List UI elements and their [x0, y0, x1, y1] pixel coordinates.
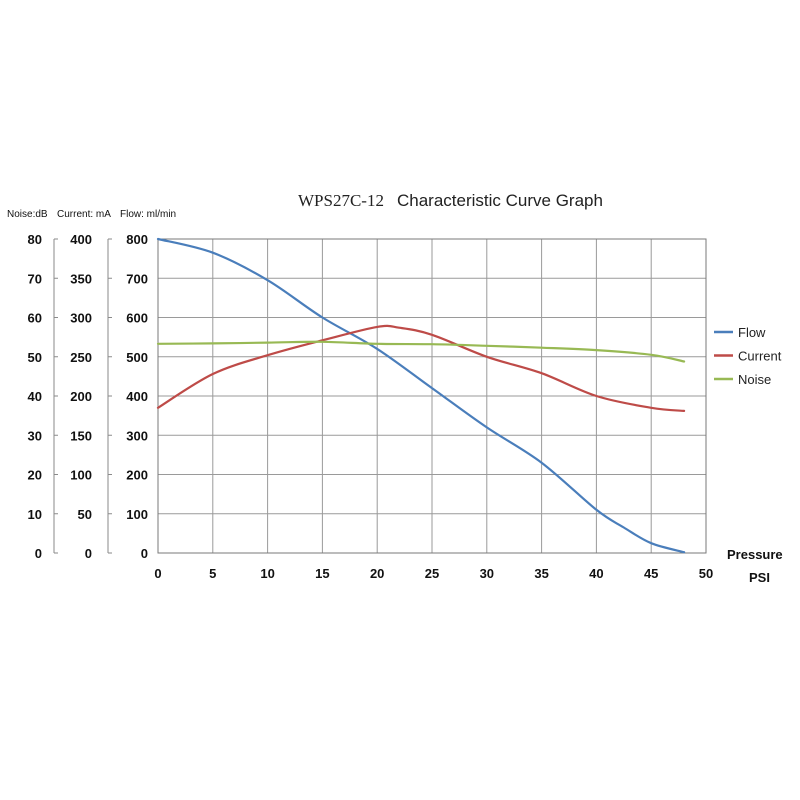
- flow-tick-label: 700: [126, 271, 148, 286]
- flow-unit-label: Flow: ml/min: [120, 209, 176, 220]
- series-line-noise: [156, 340, 686, 363]
- legend-label-noise: Noise: [738, 372, 771, 387]
- flow-tick-label: 300: [126, 428, 148, 443]
- series-line-flow: [156, 237, 686, 554]
- noise-tick-label: 10: [28, 507, 42, 522]
- chart-title-model: WPS27C-12: [298, 191, 384, 210]
- plot-frame: [157, 238, 707, 554]
- flow-tick-label: 0: [141, 546, 148, 561]
- noise-tick-label: 40: [28, 389, 42, 404]
- series-layer: [156, 237, 686, 554]
- current-tick-label: 150: [70, 428, 92, 443]
- current-tick-label: 50: [78, 507, 92, 522]
- flow-tick-label: 100: [126, 507, 148, 522]
- x-tick-label: 10: [260, 566, 274, 581]
- flow-tick-label: 400: [126, 389, 148, 404]
- current-unit-label: Current: mA: [57, 209, 111, 220]
- flow-tick-label: 800: [126, 232, 148, 247]
- grid-layer: [157, 238, 707, 554]
- x-tick-label: 25: [425, 566, 439, 581]
- noise-tick-label: 0: [35, 546, 42, 561]
- current-tick-label: 0: [85, 546, 92, 561]
- noise-tick-label: 70: [28, 271, 42, 286]
- x-tick-label: 45: [644, 566, 658, 581]
- current-tick-label: 350: [70, 271, 92, 286]
- noise-tick-label: 60: [28, 311, 42, 326]
- x-tick-label: 40: [589, 566, 603, 581]
- x-tick-label: 20: [370, 566, 384, 581]
- series-line-current: [156, 324, 686, 412]
- x-tick-label: 15: [315, 566, 329, 581]
- flow-tick-label: 500: [126, 350, 148, 365]
- legend-label-flow: Flow: [738, 325, 766, 340]
- noise-tick-label: 50: [28, 350, 42, 365]
- x-axis-title-pressure: Pressure: [727, 547, 783, 562]
- x-tick-label: 5: [209, 566, 216, 581]
- noise-tick-label: 30: [28, 428, 42, 443]
- legend-label-current: Current: [738, 349, 782, 364]
- current-tick-label: 300: [70, 311, 92, 326]
- x-tick-label: 35: [534, 566, 548, 581]
- noise-tick-label: 20: [28, 468, 42, 483]
- noise-unit-label: Noise:dB: [7, 209, 48, 220]
- chart-title: Characteristic Curve Graph: [397, 191, 603, 210]
- x-tick-label: 30: [480, 566, 494, 581]
- x-tick-label: 0: [154, 566, 161, 581]
- axis-layer: 0 5 10 15 20 25 30 35 40 45 5001020304050607080050…: [28, 232, 714, 581]
- x-tick-label: 50: [699, 566, 713, 581]
- current-tick-label: 250: [70, 350, 92, 365]
- noise-tick-label: 80: [28, 232, 42, 247]
- flow-tick-label: 200: [126, 468, 148, 483]
- current-tick-label: 400: [70, 232, 92, 247]
- current-tick-label: 100: [70, 468, 92, 483]
- current-tick-label: 200: [70, 389, 92, 404]
- flow-tick-label: 600: [126, 311, 148, 326]
- x-axis-title-psi: PSI: [749, 570, 770, 585]
- legend: Flow Current Noise: [714, 325, 782, 387]
